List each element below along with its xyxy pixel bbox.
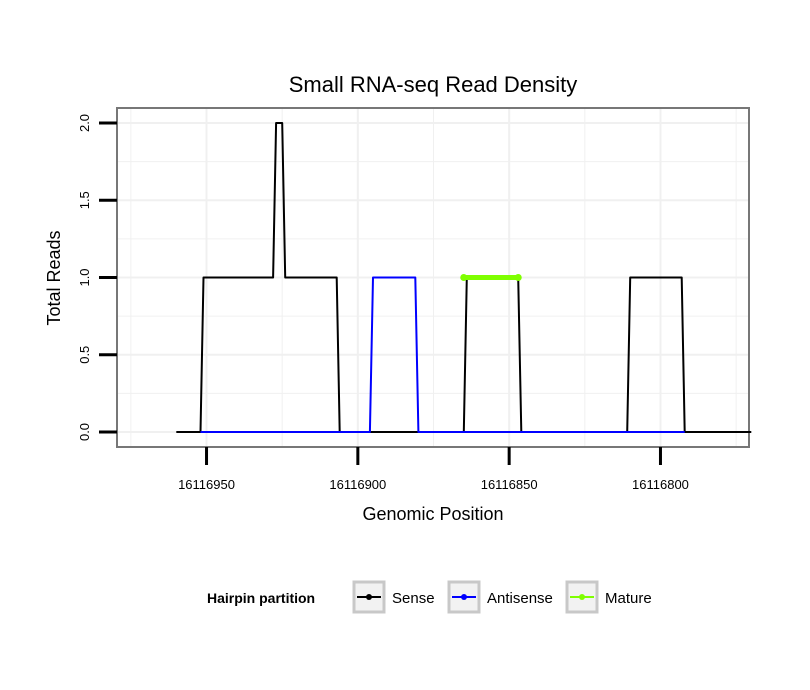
y-axis-label: Total Reads	[44, 230, 64, 325]
y-tick-label: 1.0	[77, 268, 92, 286]
x-tick-label: 16116900	[329, 477, 386, 492]
legend-label-sense: Sense	[392, 590, 435, 607]
legend-key-point	[579, 594, 585, 600]
legend-label-mature: Mature	[605, 590, 652, 607]
legend-label-antisense: Antisense	[487, 590, 553, 607]
y-tick-label: 2.0	[77, 114, 92, 132]
legend-title: Hairpin partition	[207, 590, 315, 606]
x-axis-label: Genomic Position	[362, 504, 503, 524]
series-group	[176, 122, 752, 433]
x-tick-label: 16116800	[632, 477, 689, 492]
series-line-antisense	[200, 276, 685, 433]
y-tick-label: 0.5	[77, 346, 92, 364]
x-tick-label: 16116850	[481, 477, 538, 492]
chart-title: Small RNA-seq Read Density	[289, 72, 578, 97]
y-tick-label: 0.0	[77, 423, 92, 441]
mature-point	[460, 274, 468, 281]
axes: 0.0 0.5 1.0 1.5 2.0 16116950 16116900 16116850 1…	[77, 114, 689, 492]
legend-key-point	[366, 594, 372, 600]
mature-point	[514, 274, 522, 281]
y-tick-label: 1.5	[77, 191, 92, 209]
legend-key-point	[461, 594, 467, 600]
x-tick-label: 16116950	[178, 477, 235, 492]
series-line-sense	[176, 122, 752, 433]
legend: Hairpin partition Sense Antisense Mature	[207, 580, 652, 614]
